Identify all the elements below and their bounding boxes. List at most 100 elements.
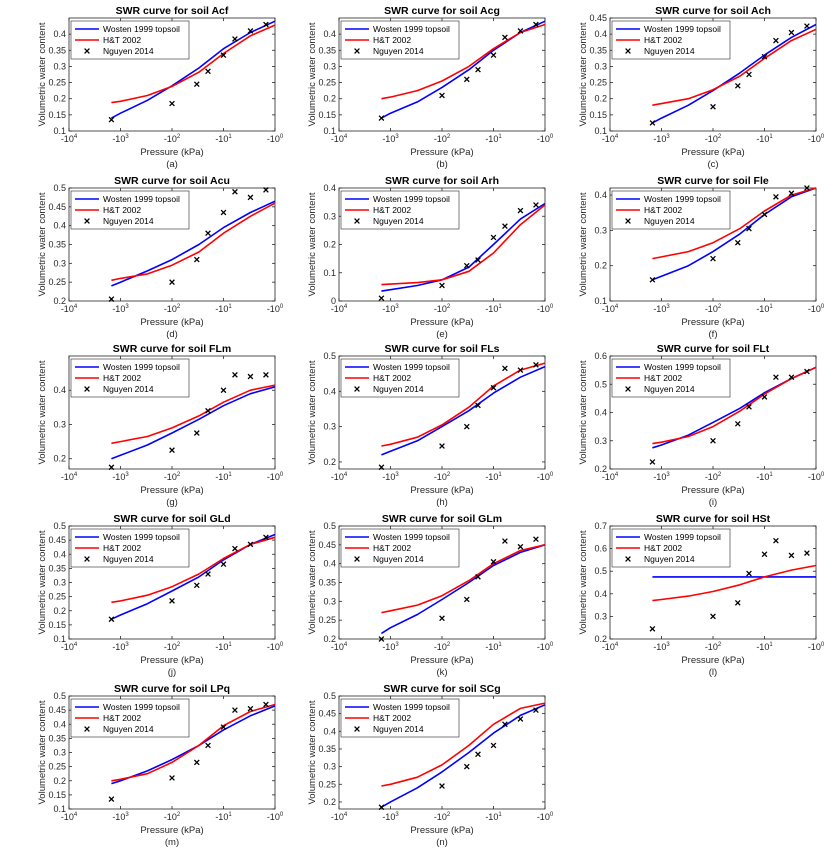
x-tick-label: -103	[653, 472, 670, 482]
chart-panel: SWR curve for soil GLm -104 -103 -102 -101 -1…	[307, 513, 554, 678]
x-axis-label: Pressure (kPa)	[410, 147, 473, 158]
chart-panel: SWR curve for soil Acf -104 -103 -102 -101 -1…	[37, 5, 284, 170]
x-tick-label: -102	[164, 134, 181, 144]
chart-title: SWR curve for soil SCg	[383, 683, 500, 695]
data-point-nguyen	[220, 209, 227, 216]
data-point-nguyen	[439, 92, 445, 99]
y-tick-label: 0.1	[53, 634, 66, 644]
x-tick-label: -101	[485, 134, 502, 144]
data-point-nguyen	[533, 361, 539, 368]
chart-title: SWR curve for soil FLm	[113, 343, 231, 355]
data-point-nguyen	[517, 716, 524, 722]
chart-panel: SWR curve for soil LPq -104 -103 -102 -101 -1…	[37, 683, 284, 848]
panel-label: (l)	[709, 667, 717, 678]
y-tick-label: 0.25	[318, 779, 336, 789]
y-tick-label: 0.5	[594, 566, 607, 576]
data-point-nguyen	[108, 464, 115, 471]
x-tick-label: -101	[485, 472, 502, 482]
legend-swatch	[354, 556, 360, 562]
y-tick-label: 0.3	[53, 61, 66, 71]
x-axis-label: Pressure (kPa)	[681, 317, 744, 328]
x-tick-label: -101	[756, 304, 773, 314]
x-axis-label: Pressure (kPa)	[140, 317, 203, 328]
y-tick-label: 0.4	[594, 190, 607, 200]
x-tick-label: -102	[705, 134, 722, 144]
y-tick-label: 0.2	[594, 634, 607, 644]
series-line-wosten	[111, 200, 276, 287]
legend-label: H&T 2002	[103, 543, 141, 553]
y-tick-label: 0.5	[53, 691, 66, 701]
data-point-nguyen	[247, 541, 254, 548]
y-axis-label: Volumetric water content	[37, 700, 48, 804]
x-tick-label: -103	[653, 642, 670, 652]
data-point-nguyen	[263, 371, 269, 378]
legend-label: Wosten 1999 topsoil	[103, 362, 180, 372]
y-tick-label: 0.25	[48, 592, 66, 602]
series-line-wosten	[652, 187, 817, 281]
data-point-nguyen	[232, 371, 238, 378]
y-tick-label: 0.1	[594, 296, 607, 306]
data-point-nguyen	[263, 534, 269, 541]
y-tick-label: 0.5	[53, 183, 66, 193]
data-point-nguyen	[734, 82, 741, 89]
x-tick-label: -102	[434, 472, 451, 482]
data-point-nguyen	[439, 783, 445, 789]
chart-panel: SWR curve for soil GLd -104 -103 -102 -101 -1…	[37, 513, 284, 678]
y-axis-label: Volumetric water content	[578, 22, 589, 126]
series-line-ht	[652, 187, 817, 260]
chart-panel: SWR curve for soil HSt -104 -103 -102 -101 -1…	[578, 513, 825, 678]
x-tick-label: -100	[537, 812, 554, 822]
y-tick-label: 0.35	[589, 45, 607, 55]
y-tick-label: 0.3	[53, 419, 66, 429]
y-tick-label: 0.1	[53, 804, 66, 814]
y-tick-label: 0.25	[589, 78, 607, 88]
legend-label: Nguyen 2014	[644, 46, 695, 56]
data-point-nguyen	[247, 373, 254, 380]
panel-label: (j)	[168, 667, 176, 678]
x-tick-label: -100	[267, 472, 284, 482]
data-point-nguyen	[710, 437, 716, 444]
x-tick-label: -102	[434, 134, 451, 144]
legend-label: Nguyen 2014	[103, 46, 154, 56]
chart-panel: SWR curve for soil Arh -104 -103 -102 -101 -1…	[307, 175, 554, 340]
x-axis-label: Pressure (kPa)	[140, 825, 203, 836]
x-tick-label: -104	[61, 642, 78, 652]
y-tick-label: 0.3	[323, 422, 336, 432]
legend-label: Nguyen 2014	[644, 554, 695, 564]
y-tick-label: 0.4	[594, 29, 607, 39]
y-axis-label: Volumetric water content	[307, 360, 318, 464]
y-tick-label: 0.3	[594, 225, 607, 235]
y-axis-label: Volumetric water content	[578, 360, 589, 464]
y-tick-label: 0.4	[53, 29, 66, 39]
y-tick-label: 0.3	[323, 211, 336, 221]
data-point-nguyen	[205, 407, 211, 414]
y-tick-label: 0.2	[323, 634, 336, 644]
data-point-nguyen	[734, 420, 741, 427]
data-point-nguyen	[475, 573, 481, 580]
series-line-ht	[652, 564, 817, 602]
legend-swatch	[84, 48, 90, 54]
data-point-nguyen	[205, 571, 211, 577]
y-tick-label: 0.4	[594, 408, 607, 418]
x-tick-label: -100	[808, 134, 825, 144]
legend-label: H&T 2002	[644, 35, 682, 45]
data-point-nguyen	[378, 464, 385, 471]
data-point-nguyen	[734, 239, 741, 246]
data-point-nguyen	[108, 796, 115, 802]
y-axis-label: Volumetric water content	[37, 360, 48, 464]
legend-label: Nguyen 2014	[373, 384, 424, 394]
data-point-nguyen	[804, 185, 810, 191]
data-point-nguyen	[533, 536, 539, 543]
data-point-nguyen	[649, 459, 656, 465]
x-tick-label: -103	[653, 304, 670, 314]
data-point-nguyen	[490, 384, 497, 391]
series-line-wosten	[111, 386, 276, 460]
x-tick-label: -103	[112, 304, 129, 314]
data-point-nguyen	[502, 721, 508, 728]
y-tick-label: 0	[331, 296, 336, 306]
